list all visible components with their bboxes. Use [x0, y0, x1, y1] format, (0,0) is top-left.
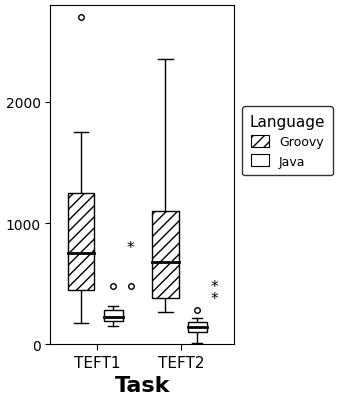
Bar — [104, 311, 122, 321]
Bar — [188, 322, 207, 332]
Text: *: * — [126, 240, 134, 255]
Text: *: * — [211, 291, 218, 306]
Bar — [67, 193, 94, 290]
Text: *: * — [211, 279, 218, 294]
Bar — [152, 211, 179, 299]
Legend: Groovy, Java: Groovy, Java — [242, 107, 333, 176]
X-axis label: Task: Task — [115, 375, 170, 395]
